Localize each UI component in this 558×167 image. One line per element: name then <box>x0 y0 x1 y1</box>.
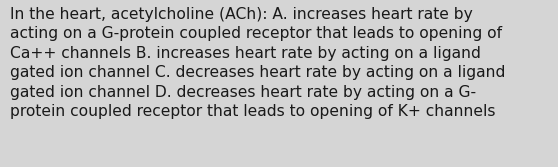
Text: In the heart, acetylcholine (ACh): A. increases heart rate by
acting on a G-prot: In the heart, acetylcholine (ACh): A. in… <box>10 7 506 119</box>
